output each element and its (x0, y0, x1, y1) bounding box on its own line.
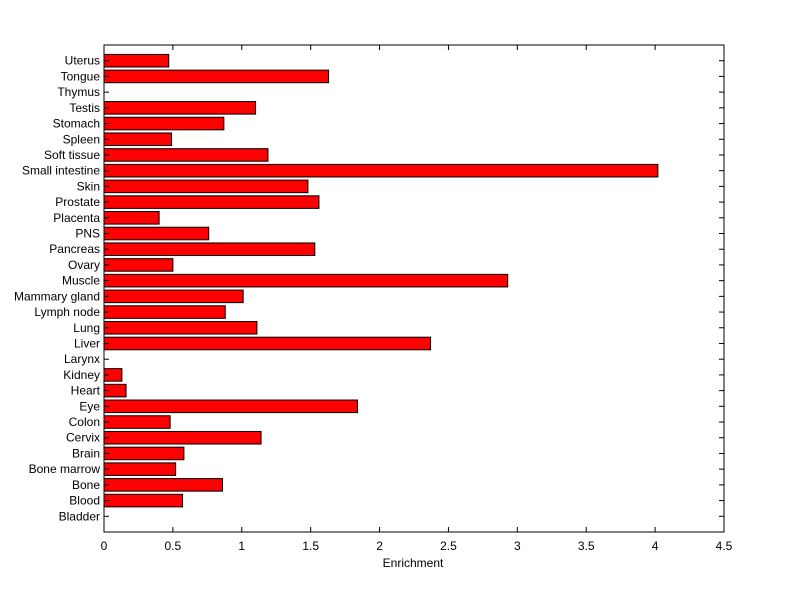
x-tick-label: 1 (238, 539, 245, 553)
bar-eye (103, 399, 359, 414)
bar-spleen (103, 132, 173, 147)
x-tick-label: 0.5 (165, 539, 182, 553)
category-label-ovary: Ovary (68, 258, 100, 272)
bar-colon (103, 415, 171, 429)
bar-muscle (103, 273, 509, 288)
bar-lymph-node (103, 305, 226, 319)
category-label-small-intestine: Small intestine (22, 164, 100, 178)
bar-small-intestine (103, 163, 659, 178)
bar-uterus (103, 53, 170, 68)
bar-brain (103, 446, 185, 461)
category-label-pancreas: Pancreas (49, 242, 100, 256)
bar-stomach (103, 116, 225, 131)
category-label-placenta: Placenta (53, 211, 100, 225)
x-tick-labels: 0 0.5 1 1.5 2 2.5 3 3.5 4 4.5 (101, 539, 733, 553)
category-label-heart: Heart (71, 384, 101, 398)
category-label-prostate: Prostate (55, 195, 100, 209)
category-label-stomach: Stomach (53, 117, 100, 131)
bar-cervix (103, 430, 262, 445)
x-axis-title: Enrichment (383, 556, 444, 570)
bar-bone-marrow (103, 462, 177, 476)
bar-soft-tissue (103, 148, 269, 162)
bar-tongue (103, 69, 330, 84)
category-label-bladder: Bladder (59, 509, 100, 523)
x-tick-label: 4.5 (716, 539, 733, 553)
bar-pns (103, 226, 210, 241)
bar-mammary-gland (103, 289, 244, 304)
category-label-kidney: Kidney (63, 368, 100, 382)
x-tick-label: 1.5 (302, 539, 319, 553)
category-label-testis: Testis (69, 101, 100, 115)
x-tick-label: 3.5 (578, 539, 595, 553)
category-label-mammary-gland: Mammary gland (14, 289, 100, 303)
category-label-uterus: Uterus (65, 54, 100, 68)
bar-skin (103, 179, 309, 194)
bar-liver (103, 336, 432, 351)
bar-ovary (103, 258, 174, 272)
category-label-cervix: Cervix (66, 431, 100, 445)
category-label-muscle: Muscle (62, 274, 100, 288)
category-label-pns: PNS (75, 227, 100, 241)
category-label-brain: Brain (72, 446, 100, 460)
bar-lung (103, 320, 258, 335)
ticks-layer (103, 45, 725, 532)
plot-frame (103, 44, 725, 533)
category-label-blood: Blood (69, 494, 100, 508)
category-label-lymph-node: Lymph node (34, 305, 100, 319)
bar-placenta (103, 211, 160, 225)
bar-testis (103, 101, 257, 115)
x-tick-label: 2.5 (440, 539, 457, 553)
category-label-bone: Bone (72, 478, 100, 492)
category-label-eye: Eye (79, 399, 100, 413)
category-label-soft-tissue: Soft tissue (44, 148, 100, 162)
category-label-lung: Lung (73, 321, 100, 335)
x-tick-label: 3 (514, 539, 521, 553)
category-label-liver: Liver (74, 336, 100, 350)
x-tick-label: 0 (101, 539, 108, 553)
bar-bone (103, 478, 223, 492)
bar-pancreas (103, 242, 316, 257)
category-label-thymus: Thymus (57, 85, 100, 99)
category-label-colon: Colon (69, 415, 100, 429)
category-label-tongue: Tongue (61, 69, 101, 83)
bar-prostate (103, 195, 320, 209)
category-label-skin: Skin (77, 179, 100, 193)
x-tick-label: 4 (652, 539, 659, 553)
x-tick-label: 2 (376, 539, 383, 553)
category-label-spleen: Spleen (63, 132, 100, 146)
bar-blood (103, 493, 184, 508)
category-label-bone-marrow: Bone marrow (29, 462, 101, 476)
category-label-larynx: Larynx (64, 352, 100, 366)
